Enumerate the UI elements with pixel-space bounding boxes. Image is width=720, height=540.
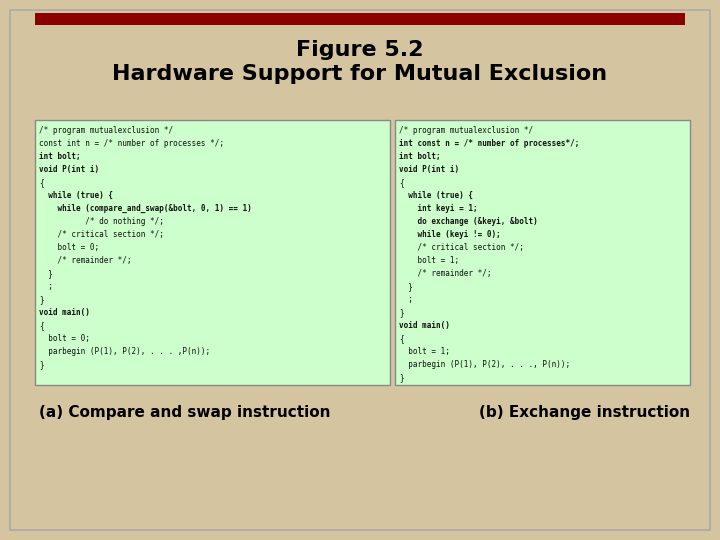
Text: }: }	[39, 269, 53, 278]
Text: Hardware Support for Mutual Exclusion: Hardware Support for Mutual Exclusion	[112, 64, 608, 84]
Text: {: {	[39, 178, 44, 187]
Text: void P(int i): void P(int i)	[39, 165, 99, 174]
Text: do exchange (&keyi, &bolt): do exchange (&keyi, &bolt)	[399, 217, 538, 226]
Text: Figure 5.2: Figure 5.2	[296, 40, 424, 60]
Text: while (keyi != 0);: while (keyi != 0);	[399, 230, 500, 239]
Text: const int n = /* number of processes */;: const int n = /* number of processes */;	[39, 139, 224, 148]
Text: /* program mutualexclusion */: /* program mutualexclusion */	[39, 126, 173, 135]
Text: bolt = 0;: bolt = 0;	[39, 334, 90, 343]
Text: void main(): void main()	[399, 321, 450, 330]
Text: /* critical section */;: /* critical section */;	[39, 230, 164, 239]
Text: bolt = 1;: bolt = 1;	[399, 347, 450, 356]
Text: {: {	[399, 334, 404, 343]
Bar	[35, 13, 685, 25]
Text: bolt = 0;: bolt = 0;	[39, 243, 99, 252]
Text: /* do nothing */;: /* do nothing */;	[39, 217, 164, 226]
Text: /* remainder */;: /* remainder */;	[39, 256, 132, 265]
Text: (a) Compare and swap instruction: (a) Compare and swap instruction	[39, 404, 330, 420]
Text: ;: ;	[39, 282, 53, 291]
Text: (b) Exchange instruction: (b) Exchange instruction	[479, 404, 690, 420]
Text: void main(): void main()	[39, 308, 90, 317]
Text: int keyi = 1;: int keyi = 1;	[399, 204, 477, 213]
Text: bolt = 1;: bolt = 1;	[399, 256, 459, 265]
Text: ;: ;	[399, 295, 413, 304]
Text: int const n = /* number of processes*/;: int const n = /* number of processes*/;	[399, 139, 580, 148]
Text: /* critical section */;: /* critical section */;	[399, 243, 524, 252]
Text: while (compare_and_swap(&bolt, 0, 1) == 1): while (compare_and_swap(&bolt, 0, 1) == …	[39, 204, 252, 213]
Text: int bolt;: int bolt;	[39, 152, 81, 161]
Text: void P(int i): void P(int i)	[399, 165, 459, 174]
Text: {: {	[39, 321, 44, 330]
Text: parbegin (P(1), P(2), . . ., P(n));: parbegin (P(1), P(2), . . ., P(n));	[399, 360, 570, 369]
Text: while (true) {: while (true) {	[399, 191, 473, 200]
Text: /* remainder */;: /* remainder */;	[399, 269, 492, 278]
Text: }: }	[39, 295, 44, 304]
Text: parbegin (P(1), P(2), . . . ,P(n));: parbegin (P(1), P(2), . . . ,P(n));	[39, 347, 210, 356]
Text: /* program mutualexclusion */: /* program mutualexclusion */	[399, 126, 533, 135]
Bar	[35, 120, 390, 385]
Text: {: {	[399, 178, 404, 187]
Text: }: }	[399, 308, 404, 317]
Text: }: }	[39, 360, 44, 369]
Text: while (true) {: while (true) {	[39, 191, 113, 200]
Text: int bolt;: int bolt;	[399, 152, 441, 161]
Bar	[395, 120, 690, 385]
Text: }: }	[399, 282, 413, 291]
Text: }: }	[399, 373, 404, 382]
